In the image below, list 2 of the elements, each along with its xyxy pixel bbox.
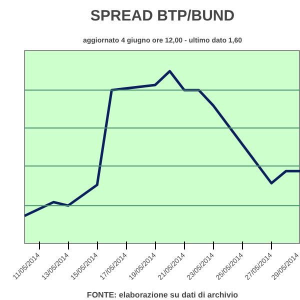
source-note: FONTE: elaborazione su dati di archivio	[86, 290, 238, 300]
chart-title: SPREAD BTP/BUND	[90, 8, 235, 24]
